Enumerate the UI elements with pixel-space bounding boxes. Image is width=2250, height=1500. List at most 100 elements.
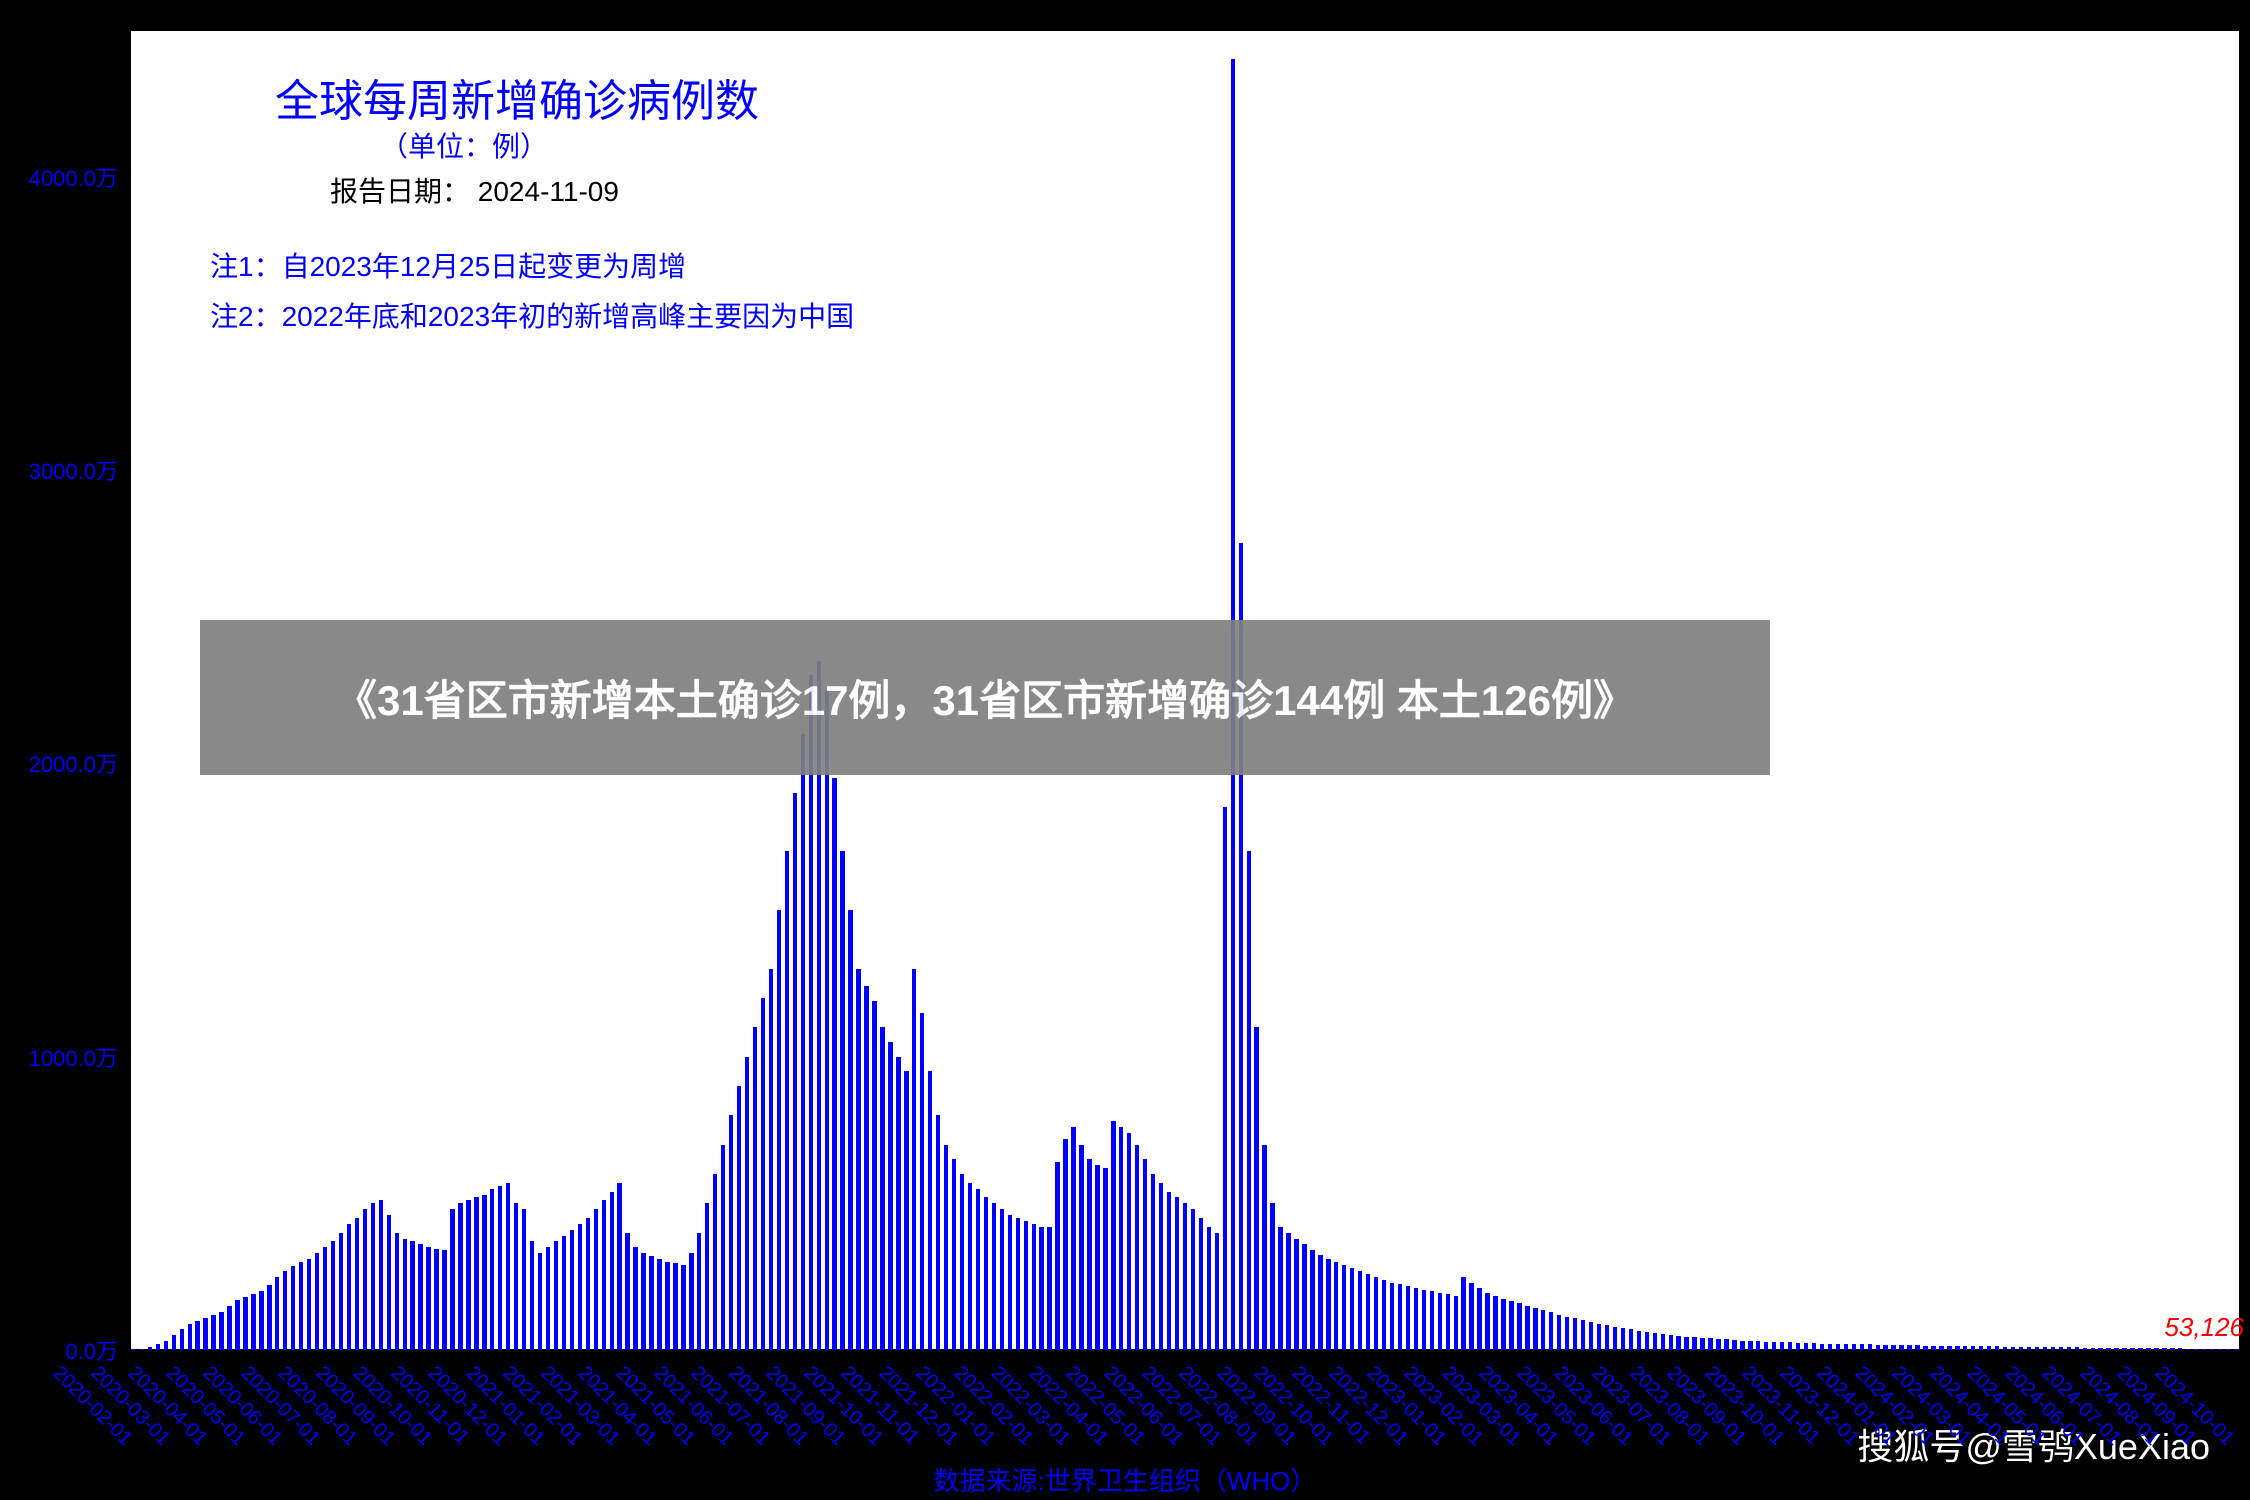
- y-tick: [122, 1056, 130, 1057]
- bar: [928, 1071, 932, 1350]
- bar: [594, 1209, 598, 1350]
- bar: [1653, 1333, 1657, 1350]
- bar: [156, 1344, 160, 1350]
- bar: [363, 1209, 367, 1350]
- bar: [936, 1115, 940, 1350]
- x-tick: [1035, 1350, 1036, 1358]
- bar: [1143, 1159, 1147, 1350]
- bar: [2162, 1348, 2166, 1350]
- bar: [1454, 1296, 1458, 1350]
- x-tick: [209, 1350, 210, 1358]
- axis-spine-right: [2239, 30, 2240, 1350]
- bar: [737, 1086, 741, 1350]
- bar: [1915, 1345, 1919, 1350]
- bar: [1278, 1227, 1282, 1350]
- bar: [673, 1263, 677, 1350]
- bar: [1047, 1227, 1051, 1350]
- x-tick: [1598, 1350, 1599, 1358]
- bar: [1254, 1027, 1258, 1350]
- bar: [1565, 1317, 1569, 1350]
- bar: [474, 1197, 478, 1350]
- bar: [1175, 1197, 1179, 1350]
- bar: [1891, 1345, 1895, 1350]
- bar: [944, 1145, 948, 1350]
- bar: [1939, 1346, 1943, 1350]
- bar: [1517, 1303, 1521, 1350]
- bar: [1477, 1288, 1481, 1350]
- report-date-label: 报告日期： 2024-11-09: [330, 170, 619, 210]
- bar: [1509, 1301, 1513, 1350]
- bar: [1438, 1293, 1442, 1350]
- bar: [442, 1250, 446, 1350]
- bar: [1302, 1244, 1306, 1350]
- bar: [259, 1291, 263, 1350]
- bar: [514, 1203, 518, 1350]
- bar: [1533, 1308, 1537, 1350]
- latest-value-label: 53,126: [2164, 1312, 2244, 1343]
- bar: [968, 1183, 972, 1350]
- bar: [1525, 1306, 1529, 1350]
- bar: [1740, 1341, 1744, 1350]
- bar: [1573, 1318, 1577, 1350]
- bar: [1286, 1233, 1290, 1350]
- bar: [1358, 1271, 1362, 1350]
- bar: [1716, 1339, 1720, 1350]
- x-tick: [1223, 1350, 1224, 1358]
- bar: [1645, 1332, 1649, 1350]
- bar: [1708, 1338, 1712, 1350]
- bar: [299, 1262, 303, 1350]
- bar: [1167, 1192, 1171, 1350]
- bar: [785, 851, 789, 1350]
- bar: [681, 1265, 685, 1350]
- bar: [403, 1239, 407, 1350]
- bar: [952, 1159, 956, 1350]
- bar: [450, 1209, 454, 1350]
- bar: [1366, 1274, 1370, 1350]
- bar: [1446, 1294, 1450, 1350]
- bar: [2210, 1349, 2214, 1350]
- bar: [1398, 1284, 1402, 1350]
- bar: [721, 1145, 725, 1350]
- bar: [307, 1259, 311, 1350]
- x-tick: [284, 1350, 285, 1358]
- bar: [1207, 1227, 1211, 1350]
- bar: [801, 734, 805, 1350]
- bar: [1039, 1227, 1043, 1350]
- bar: [506, 1183, 510, 1350]
- headline-overlay-text: 《31省区市新增本土确诊17例，31省区市新增确诊144例 本土126例》: [335, 667, 1635, 728]
- bar: [1294, 1239, 1298, 1350]
- bar: [610, 1192, 614, 1350]
- x-tick: [1973, 1350, 1974, 1358]
- bar: [1772, 1342, 1776, 1350]
- chart-note-1: 注1：自2023年12月25日起变更为周增: [210, 245, 686, 285]
- bar: [649, 1256, 653, 1350]
- bar: [753, 1027, 757, 1350]
- x-tick: [1298, 1350, 1299, 1358]
- bar: [1318, 1255, 1322, 1350]
- bar: [1262, 1145, 1266, 1350]
- y-tick-label: 0.0万: [65, 1334, 118, 1366]
- x-tick: [434, 1350, 435, 1358]
- bar: [538, 1253, 542, 1350]
- bar: [1342, 1265, 1346, 1350]
- bar: [729, 1115, 733, 1350]
- bar: [578, 1224, 582, 1350]
- bar: [1135, 1145, 1139, 1350]
- bar: [2043, 1347, 2047, 1350]
- bar: [1414, 1288, 1418, 1350]
- x-tick: [922, 1350, 923, 1358]
- bar: [1597, 1324, 1601, 1350]
- bar: [896, 1057, 900, 1350]
- bar: [2186, 1349, 2190, 1350]
- axis-spine-left: [130, 30, 131, 1350]
- bar: [840, 851, 844, 1350]
- bar: [1406, 1286, 1410, 1350]
- bar: [2130, 1348, 2134, 1350]
- bar: [164, 1341, 168, 1350]
- headline-overlay: 《31省区市新增本土确诊17例，31省区市新增确诊144例 本土126例》: [200, 620, 1770, 775]
- x-tick: [1748, 1350, 1749, 1358]
- bar: [2067, 1347, 2071, 1350]
- chart-note-2: 注2：2022年底和2023年初的新增高峰主要因为中国: [210, 295, 854, 335]
- bar: [1804, 1343, 1808, 1350]
- bar: [888, 1042, 892, 1350]
